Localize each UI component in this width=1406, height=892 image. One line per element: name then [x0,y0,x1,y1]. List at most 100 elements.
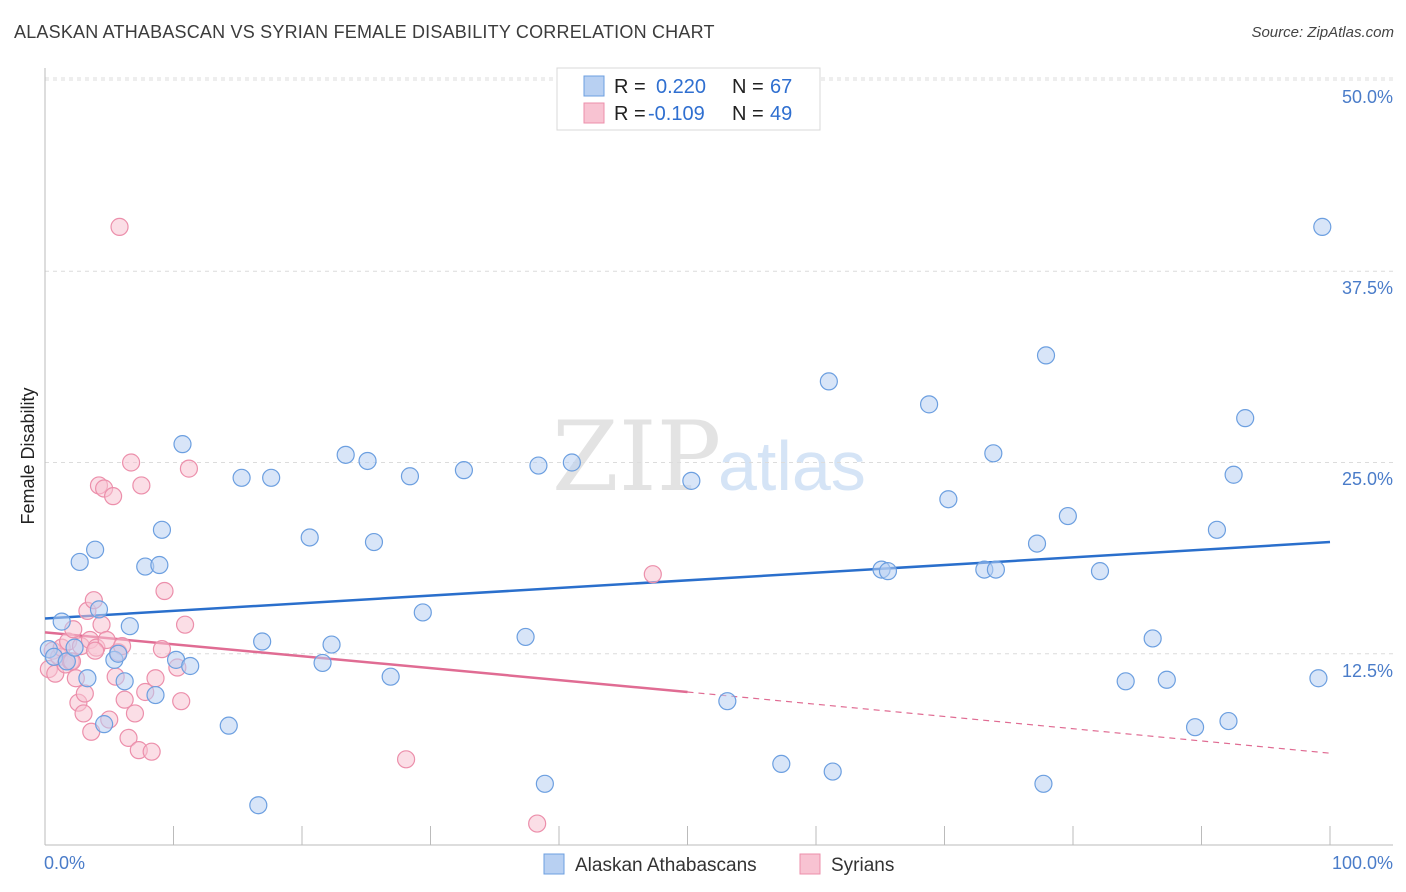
y-tick-label: 12.5% [1342,661,1393,681]
point-syrian [179,459,199,478]
series-legend-label: Alaskan Athabascans [575,855,757,876]
point-syrian [643,565,662,584]
point-syrian [396,750,416,769]
legend-n-value: 49 [770,103,792,125]
point-alaskan-athabascan [313,653,332,673]
point-syrian [74,704,93,723]
point-alaskan-athabascan [682,471,701,490]
trend-line-syrians [44,631,688,694]
point-alaskan-athabascan [878,562,898,581]
data-points [39,217,1332,833]
point-alaskan-athabascan [322,635,341,654]
legend-swatch-pink [583,102,605,124]
x-tick-label-min: 0.0% [44,853,85,873]
chart-title: ALASKAN ATHABASCAN VS SYRIAN FEMALE DISA… [14,22,715,42]
point-alaskan-athabascan [146,685,165,705]
legend-n-label: N = [732,76,764,98]
point-syrian [110,217,129,236]
y-axis-label: Female Disability [18,387,38,524]
point-alaskan-athabascan [1224,465,1243,484]
point-alaskan-athabascan [919,395,939,414]
legend-n-label: N = [732,103,764,125]
point-alaskan-athabascan [300,528,319,547]
point-alaskan-athabascan [1309,669,1328,688]
point-alaskan-athabascan [562,453,581,472]
point-syrian [121,453,141,472]
point-alaskan-athabascan [1236,409,1255,428]
point-alaskan-athabascan [1185,718,1205,737]
point-syrian [125,704,145,723]
point-alaskan-athabascan [823,762,842,781]
legend-swatch-blue [583,75,605,97]
grid-lines [45,77,1393,655]
trend-line-syrians-projection [687,691,1331,754]
point-syrian [528,814,547,833]
point-alaskan-athabascan [1207,520,1227,539]
point-alaskan-athabascan [1027,534,1047,553]
point-alaskan-athabascan [939,490,958,509]
series-legend-swatch-blue [543,853,565,875]
point-alaskan-athabascan [1090,562,1110,581]
point-syrian [146,669,165,688]
point-alaskan-athabascan [70,552,89,572]
point-alaskan-athabascan [95,715,114,734]
point-alaskan-athabascan [89,600,109,619]
point-alaskan-athabascan [1219,711,1238,731]
legend-r-value: -0.109 [648,103,705,125]
point-alaskan-athabascan [400,467,420,486]
point-alaskan-athabascan [249,796,268,815]
point-alaskan-athabascan [529,456,548,475]
y-tick-label: 50.0% [1342,87,1393,107]
point-alaskan-athabascan [1116,672,1135,691]
point-syrian [86,641,105,660]
point-syrian [172,692,191,711]
point-alaskan-athabascan [454,461,474,480]
point-syrian [132,476,151,495]
point-alaskan-athabascan [819,372,838,391]
point-alaskan-athabascan [984,444,1003,463]
point-alaskan-athabascan [516,627,535,647]
trend-line-alaskan-athabascans [44,540,1331,620]
point-alaskan-athabascan [1313,217,1332,236]
trend-lines [44,540,1331,754]
watermark-atlas: atlas [718,427,866,505]
point-syrian [152,640,172,659]
y-tick-label: 25.0% [1342,469,1393,489]
point-syrian [75,684,94,703]
legend-r-label: R = [614,103,646,125]
point-alaskan-athabascan [1036,346,1056,365]
point-alaskan-athabascan [336,445,355,464]
point-syrian [155,581,174,601]
series-legend: Alaskan Athabascans Syrians [543,853,894,876]
point-syrian [115,690,134,709]
point-alaskan-athabascan [364,532,384,552]
stats-legend: R = 0.220 N = 67 R = -0.109 N = 49 [556,67,821,131]
point-alaskan-athabascan [986,560,1006,579]
legend-r-label: R = [614,76,646,98]
point-alaskan-athabascan [1143,629,1162,648]
source-credit: Source: ZipAtlas.com [1251,24,1394,41]
point-alaskan-athabascan [262,468,281,487]
point-syrian [142,742,161,761]
point-alaskan-athabascan [1157,670,1176,689]
legend-n-value: 67 [770,76,792,98]
point-alaskan-athabascan [253,632,272,651]
point-alaskan-athabascan [219,716,238,735]
series-legend-swatch-pink [799,853,821,875]
point-alaskan-athabascan [150,555,169,575]
point-alaskan-athabascan [52,612,71,631]
point-syrian [104,487,123,506]
point-syrian [92,615,111,634]
point-alaskan-athabascan [86,540,105,559]
y-tick-label: 37.5% [1342,278,1393,298]
point-alaskan-athabascan [65,638,84,657]
point-alaskan-athabascan [358,451,377,471]
point-alaskan-athabascan [413,603,432,622]
point-alaskan-athabascan [109,644,128,663]
point-alaskan-athabascan [181,656,200,676]
point-alaskan-athabascan [718,692,737,711]
point-alaskan-athabascan [1034,774,1053,793]
point-alaskan-athabascan [381,667,400,686]
point-alaskan-athabascan [173,435,192,454]
